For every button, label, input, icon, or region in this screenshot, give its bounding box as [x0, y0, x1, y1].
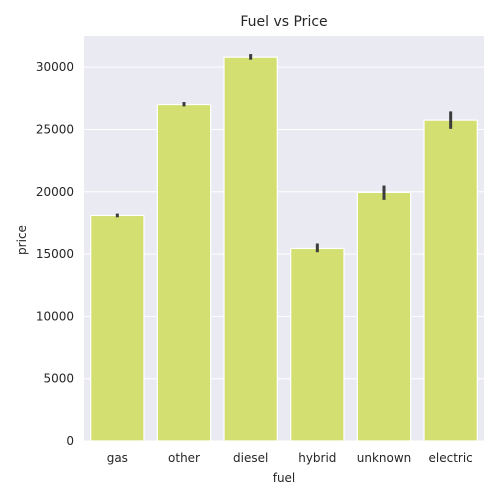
x-tick-label: diesel — [233, 451, 268, 465]
y-tick-label: 15000 — [36, 247, 74, 261]
bar-unknown — [356, 191, 412, 442]
y-tick-labels: 0 5000 10000 15000 20000 25000 30000 — [36, 60, 74, 448]
grid-lines — [84, 66, 484, 442]
y-tick-label: 30000 — [36, 60, 74, 74]
x-axis-label: fuel — [273, 471, 296, 485]
bar-gas — [90, 214, 145, 442]
bar-diesel — [223, 56, 278, 442]
y-tick-label: 10000 — [36, 309, 74, 323]
y-axis-label: price — [15, 225, 29, 255]
x-tick-labels: gas other diesel hybrid unknown electric — [107, 451, 473, 465]
y-tick-label: 0 — [66, 434, 74, 448]
y-tick-label: 5000 — [43, 372, 74, 386]
y-tick-label: 20000 — [36, 185, 74, 199]
x-tick-label: electric — [429, 451, 473, 465]
bar-electric — [423, 119, 478, 442]
x-tick-label: hybrid — [298, 451, 336, 465]
x-tick-label: other — [168, 451, 200, 465]
error-bars — [115, 54, 453, 253]
x-tick-label: gas — [107, 451, 128, 465]
plot-area — [84, 36, 484, 441]
y-tick-label: 25000 — [36, 122, 74, 136]
bars — [90, 56, 478, 442]
chart-title: Fuel vs Price — [240, 14, 327, 30]
bar-other — [156, 103, 212, 442]
bar-hybrid — [290, 247, 345, 442]
x-tick-label: unknown — [357, 451, 412, 465]
